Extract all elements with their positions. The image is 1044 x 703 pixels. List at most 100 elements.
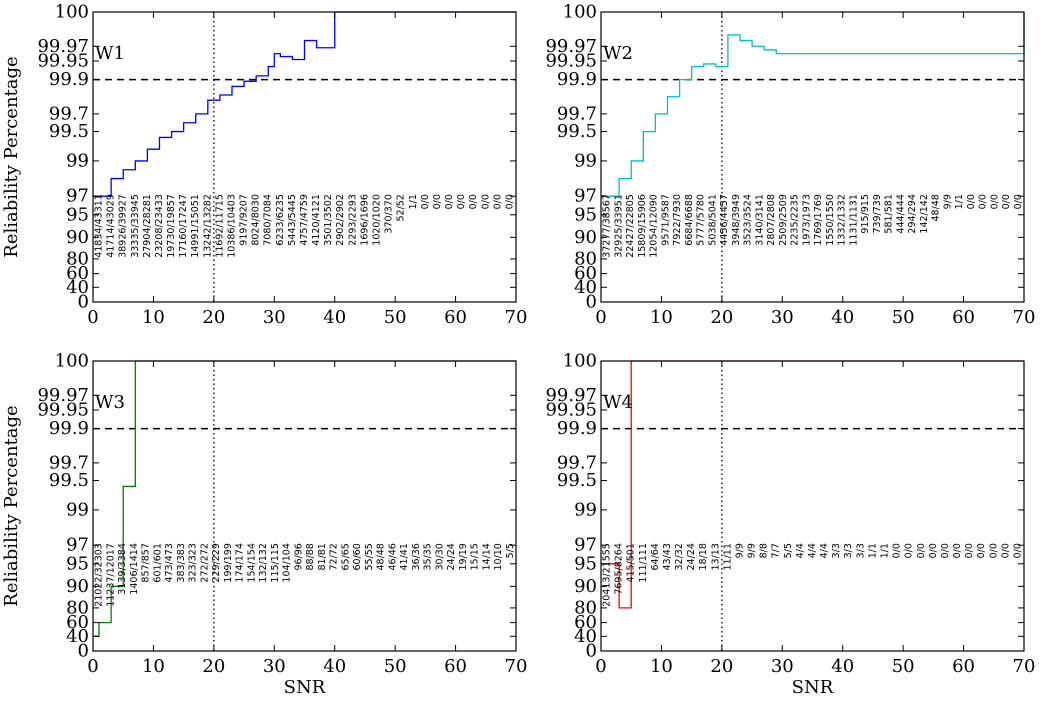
y-tick-label: 99.97 bbox=[545, 385, 597, 406]
y-tick-label: 99 bbox=[66, 150, 89, 171]
count-label: 96/96 bbox=[293, 543, 304, 570]
x-tick-label: 10 bbox=[142, 656, 165, 677]
count-label: 4/4 bbox=[819, 543, 830, 558]
x-tick-label: 50 bbox=[892, 656, 915, 677]
y-tick-label: 100 bbox=[55, 351, 89, 372]
count-label: 444/444 bbox=[895, 194, 906, 233]
y-tick-label: 40 bbox=[66, 277, 89, 298]
x-tick-label: 20 bbox=[202, 656, 225, 677]
count-label: 11237/12017 bbox=[105, 543, 116, 607]
count-label: 1131/1131 bbox=[848, 194, 859, 246]
count-label: 0/0 bbox=[432, 194, 443, 209]
x-tick-label: 20 bbox=[710, 307, 733, 328]
axes-frame bbox=[600, 360, 1025, 652]
count-label: 9571/9587 bbox=[660, 194, 671, 246]
y-tick-label: 99.97 bbox=[37, 36, 89, 57]
count-label: 55/55 bbox=[364, 543, 375, 570]
y-tick-label: 0 bbox=[78, 641, 89, 662]
count-label: 14/14 bbox=[481, 543, 492, 570]
y-tick-label: 0 bbox=[586, 292, 597, 313]
count-label: 33335/33945 bbox=[130, 194, 141, 258]
count-label: 0/0 bbox=[1013, 194, 1024, 209]
count-label: 0/0 bbox=[904, 543, 915, 558]
count-label: 24/24 bbox=[446, 543, 457, 570]
count-label: 88/88 bbox=[305, 543, 316, 570]
y-tick-label: 99.7 bbox=[49, 103, 89, 124]
count-label: 7080/7084 bbox=[263, 194, 274, 246]
series-line bbox=[601, 12, 1025, 197]
count-label: 46/46 bbox=[387, 543, 398, 570]
y-tick-label: 95 bbox=[574, 204, 597, 225]
count-label: 415/501 bbox=[626, 543, 637, 582]
y-tick-label: 97 bbox=[574, 186, 597, 207]
count-label: 15/15 bbox=[470, 543, 481, 570]
count-label: 36/36 bbox=[411, 543, 422, 570]
y-tick-label: 95 bbox=[574, 553, 597, 574]
count-label: 81/81 bbox=[317, 543, 328, 570]
chart-panel-w4: 20413/21555 7695/8264 415/501 111/111 64/64 4… bbox=[545, 351, 1035, 699]
count-label: 6684/6688 bbox=[684, 194, 695, 246]
count-label: 2902/2902 bbox=[335, 194, 346, 246]
count-label: 9/9 bbox=[747, 543, 758, 558]
count-label: 41/41 bbox=[399, 543, 410, 570]
count-label: 10/10 bbox=[493, 543, 504, 570]
count-label: 5443/5445 bbox=[287, 194, 298, 246]
panel-label: W3 bbox=[95, 392, 125, 413]
count-label: 72/72 bbox=[329, 543, 340, 570]
count-label: 10386/10403 bbox=[226, 194, 237, 258]
x-tick-label: 20 bbox=[710, 656, 733, 677]
y-tick-label: 99.95 bbox=[37, 399, 89, 420]
x-tick-label: 0 bbox=[87, 656, 98, 677]
count-label: 0/0 bbox=[989, 194, 1000, 209]
y-tick-label: 99 bbox=[574, 150, 597, 171]
y-axis-title: Reliability Percentage bbox=[1, 405, 22, 606]
y-tick-label: 97 bbox=[66, 186, 89, 207]
y-tick-label: 100 bbox=[563, 351, 597, 372]
chart-panel-w3: 21022/32303 11237/12017 3139/3384 1406/1414… bbox=[1, 351, 527, 699]
count-label: 0/0 bbox=[892, 543, 903, 558]
count-label: 13242/13282 bbox=[202, 194, 213, 258]
count-label: 0/0 bbox=[952, 543, 963, 558]
count-label: 38926/39927 bbox=[118, 194, 129, 258]
y-tick-label: 99.9 bbox=[557, 69, 597, 90]
count-label: 5/5 bbox=[783, 543, 794, 558]
x-tick-label: 30 bbox=[771, 307, 794, 328]
count-label: 20413/21555 bbox=[602, 543, 613, 607]
y-tick-label: 90 bbox=[574, 227, 597, 248]
count-label: 4120/4121 bbox=[311, 194, 322, 246]
count-label: 27904/28281 bbox=[142, 194, 153, 258]
chart-panel-w1: 41834/43311 41714/43029 38926/39927 33335/3… bbox=[1, 2, 527, 329]
y-tick-label: 60 bbox=[574, 263, 597, 284]
count-label: 1406/1414 bbox=[129, 543, 140, 595]
count-label: 32925/33951 bbox=[613, 194, 624, 258]
count-label: 18/18 bbox=[698, 543, 709, 570]
count-label: 48/48 bbox=[376, 543, 387, 570]
x-tick-label: 70 bbox=[505, 656, 528, 677]
count-label: 0/0 bbox=[492, 194, 503, 209]
count-label: 581/581 bbox=[884, 194, 895, 233]
y-tick-label: 80 bbox=[574, 248, 597, 269]
count-label: 323/323 bbox=[188, 543, 199, 582]
series-line bbox=[93, 11, 516, 197]
count-label: 2807/2808 bbox=[766, 194, 777, 246]
count-label: 739/739 bbox=[872, 194, 883, 233]
count-label: 142/142 bbox=[919, 194, 930, 233]
x-tick-label: 30 bbox=[771, 656, 794, 677]
y-tick-label: 90 bbox=[66, 227, 89, 248]
count-label: 60/60 bbox=[352, 543, 363, 570]
count-label: 48/48 bbox=[931, 194, 942, 221]
count-label: 1696/1696 bbox=[359, 194, 370, 246]
y-tick-label: 80 bbox=[66, 597, 89, 618]
count-label: 0/0 bbox=[928, 543, 939, 558]
count-label: 12054/12090 bbox=[649, 194, 660, 258]
axes-frame bbox=[92, 360, 517, 652]
count-label: 2293/2293 bbox=[347, 194, 358, 246]
count-label: 35/35 bbox=[423, 543, 434, 570]
count-label: 9/9 bbox=[734, 543, 745, 558]
count-label: 4/4 bbox=[795, 543, 806, 558]
count-label: 37277/38567 bbox=[602, 194, 613, 258]
panel-label: W4 bbox=[603, 392, 633, 413]
y-tick-label: 40 bbox=[66, 626, 89, 647]
series-line bbox=[93, 360, 516, 637]
y-tick-label: 40 bbox=[574, 277, 597, 298]
